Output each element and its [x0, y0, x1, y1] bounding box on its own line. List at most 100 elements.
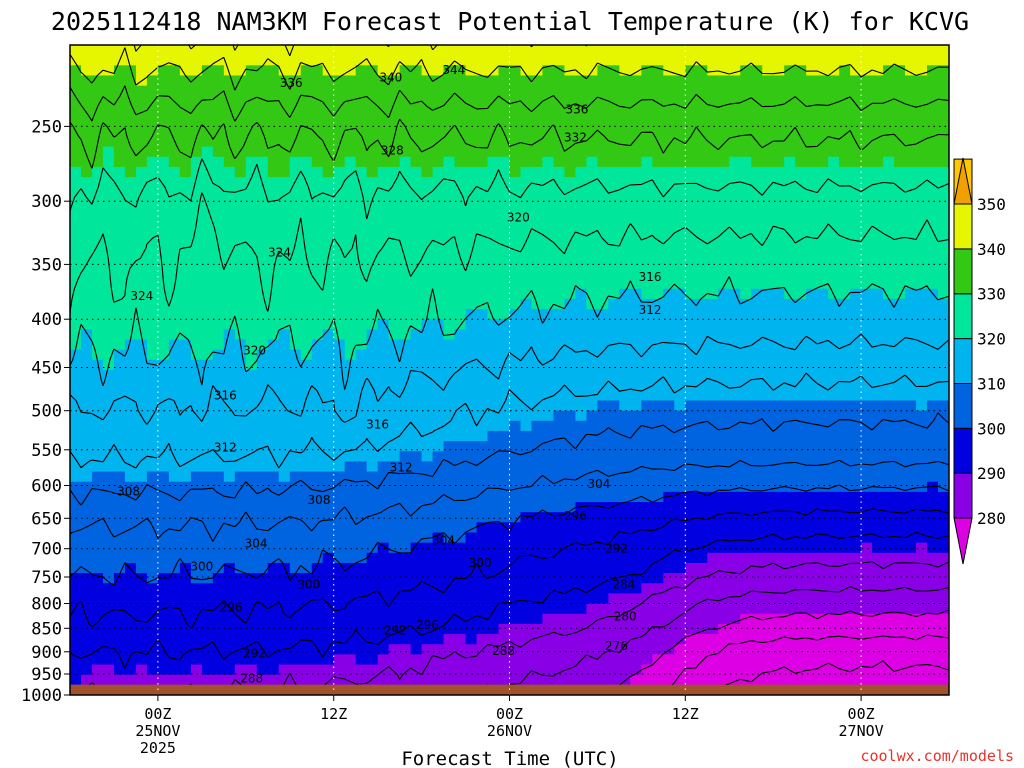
- fill-cell: [168, 339, 192, 351]
- fill-cell: [70, 644, 390, 655]
- fill-cell: [366, 339, 949, 351]
- fill-cell: [70, 298, 522, 310]
- isentrope-316: [70, 333, 949, 425]
- fill-cell: [212, 146, 949, 158]
- fill-cell: [498, 623, 719, 635]
- contour-label: 292: [243, 647, 266, 661]
- fill-cell: [190, 664, 203, 676]
- fill-cell: [685, 65, 708, 77]
- contour-label: 276: [605, 639, 628, 653]
- fill-cell: [839, 65, 851, 77]
- fill-cell: [234, 471, 280, 483]
- x-tick-label: 12Z: [320, 705, 347, 723]
- fill-cell: [70, 430, 489, 442]
- fill-cell: [70, 441, 445, 452]
- isentrope-284: [465, 586, 949, 695]
- fill-cell: [927, 400, 949, 412]
- fill-cell: [344, 461, 368, 473]
- fill-cell: [861, 542, 873, 554]
- fill-cell: [70, 278, 949, 290]
- contour-label: 304: [587, 477, 610, 491]
- fill-cell: [70, 562, 126, 574]
- fill-cell: [289, 329, 324, 341]
- contour-label: 328: [381, 143, 404, 157]
- fill-cell: [377, 461, 949, 473]
- fill-cell: [311, 349, 346, 361]
- contour-label: 324: [130, 289, 153, 303]
- fill-cell: [608, 593, 949, 605]
- fill-cell: [70, 481, 928, 493]
- grid-lines: [70, 45, 949, 695]
- colorbar-label: 320: [977, 330, 1006, 349]
- fill-cell: [70, 573, 104, 584]
- fill-cell: [70, 65, 82, 77]
- fill-cell: [410, 644, 423, 655]
- y-tick-label: 350: [31, 255, 62, 275]
- isentrope-312: [70, 372, 949, 469]
- fill-cell: [322, 552, 335, 564]
- fill-cell: [70, 217, 949, 229]
- contour-label: 288: [492, 644, 515, 658]
- colorbar-label: 290: [977, 464, 1006, 483]
- isentrope-308: [70, 412, 949, 506]
- fill-cell: [630, 674, 949, 686]
- fill-cell: [927, 65, 949, 77]
- fill-cell: [454, 329, 949, 341]
- fill-cell: [641, 400, 675, 412]
- fill-cell: [487, 156, 511, 168]
- fill-cell: [916, 542, 928, 554]
- fill-cell: [124, 166, 137, 178]
- fill-cell: [465, 309, 489, 320]
- fill-cell: [487, 309, 511, 320]
- fill-cell: [663, 491, 949, 503]
- fill-cell: [223, 471, 236, 483]
- fill-cell: [619, 65, 642, 77]
- fill-cell: [168, 349, 192, 361]
- fill-cell: [234, 329, 280, 341]
- fill-cell: [190, 471, 225, 483]
- fill-cell: [894, 156, 949, 168]
- fill-cell: [553, 156, 588, 168]
- fill-cell: [91, 664, 115, 676]
- fill-cell: [70, 502, 577, 513]
- fill-cell: [70, 166, 82, 178]
- fill-cell: [465, 319, 949, 330]
- fill-cell: [586, 298, 609, 310]
- isentrope-280: [605, 609, 949, 695]
- contour-label: 320: [243, 344, 266, 358]
- fill-cell: [509, 166, 522, 178]
- fill-cell: [762, 65, 785, 77]
- isentrope-324: [70, 192, 949, 315]
- fill-cell: [806, 288, 829, 300]
- fill-cell: [718, 288, 741, 300]
- colorbar-segment: [953, 338, 973, 385]
- fill-cell: [465, 532, 949, 544]
- fill-cell: [542, 156, 555, 168]
- colorbar-label: 300: [977, 419, 1006, 438]
- fill-cell: [432, 166, 511, 178]
- fill-cell: [201, 664, 236, 676]
- colorbar-label: 340: [977, 240, 1006, 259]
- fill-cell: [70, 471, 93, 483]
- fill-cell: [102, 146, 115, 158]
- x-axis-label: Forecast Time (UTC): [401, 748, 618, 768]
- fill-cell: [751, 156, 785, 168]
- fill-cell: [795, 156, 829, 168]
- fill-cell: [421, 166, 434, 178]
- fill-cell: [828, 288, 851, 300]
- fill-cell: [70, 75, 137, 87]
- contour-labels: 344 340 336 336 332 328 324 324 320 316 312 320 316 3…: [117, 63, 661, 685]
- fill-cell: [70, 461, 346, 473]
- fill-cell: [311, 339, 346, 351]
- fill-cell: [476, 522, 949, 534]
- colorbar-segment: [953, 427, 973, 474]
- fill-cell: [70, 451, 401, 463]
- fill-cell: [586, 156, 598, 168]
- contour-label: 304: [245, 536, 268, 550]
- colorbar: 280 290 300 310 320 330 340 350: [953, 157, 1006, 565]
- fill-cell: [212, 349, 247, 361]
- fill-cell: [586, 603, 949, 615]
- x-tick-label: 25NOV: [135, 722, 180, 740]
- fill-cell: [80, 339, 93, 351]
- contour-label: 300: [190, 560, 213, 574]
